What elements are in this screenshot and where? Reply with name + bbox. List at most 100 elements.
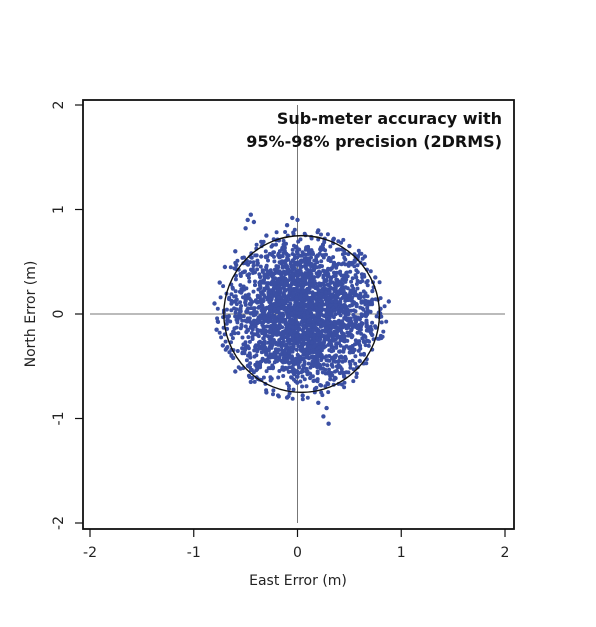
data-point (339, 262, 344, 267)
data-point (332, 319, 337, 324)
data-point (298, 265, 303, 270)
data-point (343, 275, 348, 280)
data-point (327, 255, 332, 260)
annotation-line-1: Sub-meter accuracy with (277, 109, 502, 128)
data-point (223, 347, 228, 352)
data-point (239, 304, 244, 308)
x-tick-label: 1 (397, 545, 406, 561)
data-point (292, 227, 297, 232)
data-point (289, 260, 293, 265)
data-point (263, 331, 268, 336)
data-point (266, 258, 270, 263)
data-point (350, 283, 355, 288)
data-point (285, 381, 290, 386)
data-point (298, 237, 303, 242)
data-point (254, 242, 259, 247)
data-point (318, 337, 323, 342)
data-point (260, 320, 265, 325)
data-point (253, 298, 258, 303)
data-point (244, 358, 249, 363)
data-point (298, 268, 303, 273)
data-point (321, 253, 326, 258)
data-point (341, 237, 346, 242)
data-point (278, 290, 283, 294)
y-tick-label: 2 (51, 101, 67, 110)
data-point (261, 325, 266, 330)
data-point (302, 331, 307, 336)
data-point (215, 319, 220, 324)
data-point (238, 314, 243, 319)
data-point (279, 348, 284, 353)
data-point (243, 340, 248, 345)
data-point (321, 275, 326, 280)
data-point (354, 375, 359, 379)
data-point (309, 295, 313, 300)
data-point (379, 320, 384, 325)
data-point (290, 355, 295, 360)
data-point (271, 392, 275, 397)
data-point (282, 249, 287, 254)
data-point (350, 289, 355, 294)
data-point (261, 299, 266, 304)
data-point (304, 272, 309, 277)
data-point (307, 323, 312, 328)
data-point (352, 315, 357, 319)
data-point (272, 290, 276, 295)
data-point (242, 351, 247, 356)
data-point (318, 283, 323, 288)
data-point (240, 255, 245, 260)
data-point (325, 232, 330, 237)
data-point (353, 338, 358, 343)
data-point (220, 343, 225, 348)
data-point (384, 319, 389, 324)
x-tick-label: 2 (501, 545, 510, 561)
data-point (315, 371, 320, 376)
data-point (311, 313, 316, 318)
data-point (265, 334, 270, 339)
data-point (249, 306, 253, 311)
data-point (249, 331, 254, 335)
data-point (325, 363, 330, 368)
data-point (327, 315, 332, 320)
data-point (243, 348, 248, 352)
data-point (294, 297, 299, 302)
data-point (243, 300, 248, 305)
data-point (225, 318, 230, 323)
data-point (261, 336, 266, 341)
data-point (289, 375, 294, 380)
data-point (354, 304, 359, 309)
data-point (355, 286, 360, 291)
data-point (258, 284, 263, 289)
data-point (366, 343, 371, 348)
data-point (355, 263, 360, 268)
data-point (360, 279, 365, 283)
data-point (319, 331, 323, 336)
x-tick-label: 0 (293, 545, 302, 561)
data-point (301, 363, 306, 368)
data-point (324, 279, 328, 284)
data-point (338, 343, 343, 348)
data-point (280, 365, 285, 370)
data-point (296, 301, 300, 306)
data-point (284, 223, 290, 228)
data-point (293, 262, 298, 267)
data-point (308, 278, 313, 283)
data-point (217, 330, 222, 335)
data-point (248, 212, 253, 217)
data-point (359, 299, 364, 304)
data-point (358, 346, 363, 351)
data-point (370, 320, 375, 325)
data-point (289, 365, 294, 370)
data-point (357, 296, 362, 301)
data-point (302, 341, 307, 346)
data-point (276, 375, 281, 380)
data-point (316, 272, 321, 277)
data-point (348, 350, 353, 355)
data-point (337, 282, 342, 287)
data-point (369, 331, 373, 336)
data-point (229, 332, 234, 337)
data-point (259, 254, 264, 259)
y-tick-label: 0 (51, 310, 67, 319)
data-point (279, 286, 283, 291)
